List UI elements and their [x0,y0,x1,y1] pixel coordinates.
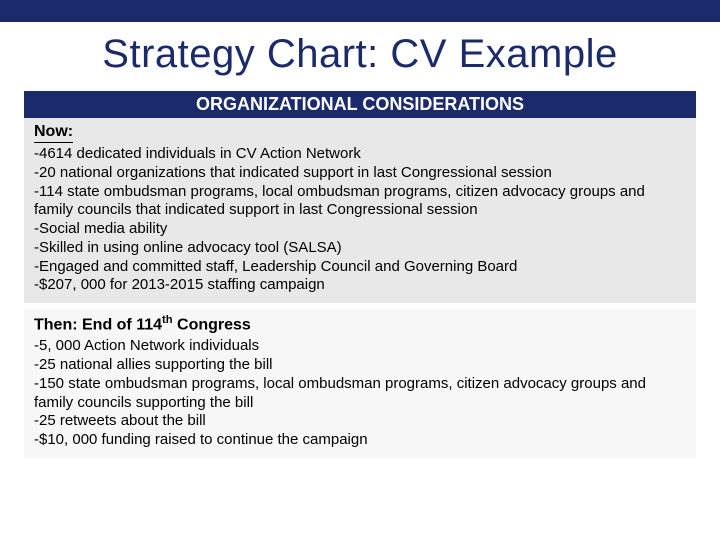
section-header: ORGANIZATIONAL CONSIDERATIONS [24,91,696,118]
now-item: -114 state ombudsman programs, local omb… [34,183,686,221]
now-heading: Now: [34,122,73,143]
then-heading-sup: th [162,314,173,326]
then-item: -25 retweets about the bill [34,412,686,431]
now-item: -Social media ability [34,220,686,239]
now-item: -Skilled in using online advocacy tool (… [34,239,686,258]
then-block: Then: End of 114th Congress -5, 000 Acti… [24,309,696,458]
top-bar [0,0,720,22]
now-item: -20 national organizations that indicate… [34,164,686,183]
now-item: -Engaged and committed staff, Leadership… [34,258,686,277]
then-item: -5, 000 Action Network individuals [34,337,686,356]
then-item: -150 state ombudsman programs, local omb… [34,375,686,413]
now-block: Now: -4614 dedicated individuals in CV A… [24,118,696,303]
then-heading-suffix: Congress [173,316,251,333]
then-item: -$10, 000 funding raised to continue the… [34,431,686,450]
then-heading-prefix: Then: End of 114 [34,316,162,333]
then-heading: Then: End of 114th Congress [34,313,686,335]
then-item: -25 national allies supporting the bill [34,356,686,375]
now-item: -4614 dedicated individuals in CV Action… [34,145,686,164]
now-item: -$207, 000 for 2013-2015 staffing campai… [34,276,686,295]
slide-title: Strategy Chart: CV Example [0,22,720,91]
